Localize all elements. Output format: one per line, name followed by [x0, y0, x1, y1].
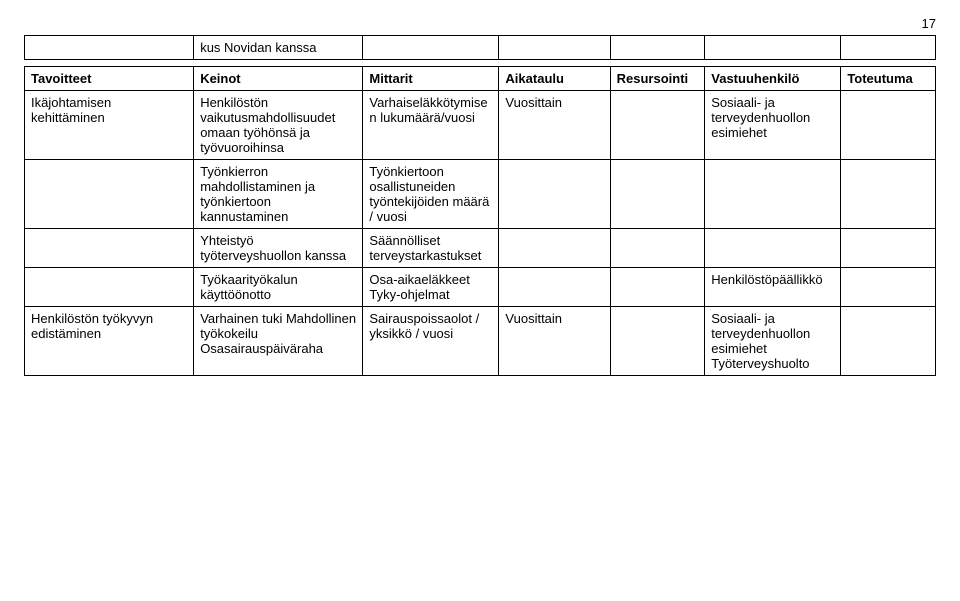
header-cell: Mittarit: [363, 67, 499, 91]
cell: [610, 307, 705, 376]
cell: [705, 229, 841, 268]
cell: [841, 268, 936, 307]
cell: Työkaarityökalun käyttöönotto: [194, 268, 363, 307]
cell: [25, 268, 194, 307]
cell: [841, 160, 936, 229]
cell: [841, 36, 936, 60]
cell: Vuosittain: [499, 91, 610, 160]
cell: [610, 160, 705, 229]
cell: Työnkierron mahdollistaminen ja työnkier…: [194, 160, 363, 229]
cell: kus Novidan kanssa: [194, 36, 363, 60]
cell: Osa-aikaeläkkeet Tyky-ohjelmat: [363, 268, 499, 307]
cell: Henkilöstön työkyvyn edistäminen: [25, 307, 194, 376]
cell: Varhainen tuki Mahdollinen työkokeilu Os…: [194, 307, 363, 376]
cell: [610, 36, 705, 60]
cell: [499, 160, 610, 229]
table-header-row: Tavoitteet Keinot Mittarit Aikataulu Res…: [25, 67, 936, 91]
cell: [705, 160, 841, 229]
cell: [499, 268, 610, 307]
cell: [841, 307, 936, 376]
header-cell: Toteutuma: [841, 67, 936, 91]
cell: Vuosittain: [499, 307, 610, 376]
cell: [610, 229, 705, 268]
header-cell: Aikataulu: [499, 67, 610, 91]
cell: Työnkiertoon osallistuneiden työntekijöi…: [363, 160, 499, 229]
cell: [25, 36, 194, 60]
header-cell: Vastuuhenkilö: [705, 67, 841, 91]
table-row: Ikäjohtamisen kehittäminen Henkilöstön v…: [25, 91, 936, 160]
cell: [499, 229, 610, 268]
cell: Ikäjohtamisen kehittäminen: [25, 91, 194, 160]
table-row: Työkaarityökalun käyttöönotto Osa-aikael…: [25, 268, 936, 307]
cell: Sairauspoissaolot / yksikkö / vuosi: [363, 307, 499, 376]
table-row: Henkilöstön työkyvyn edistäminen Varhain…: [25, 307, 936, 376]
cell: [841, 229, 936, 268]
cell: [610, 268, 705, 307]
cell: [705, 36, 841, 60]
cell: Sosiaali- ja terveydenhuollon esimiehet: [705, 91, 841, 160]
cell: [25, 160, 194, 229]
header-cell: Tavoitteet: [25, 67, 194, 91]
header-cell: Resursointi: [610, 67, 705, 91]
page-number: 17: [24, 16, 936, 31]
cell: Henkilöstön vaikutusmahdollisuudet omaan…: [194, 91, 363, 160]
header-cell: Keinot: [194, 67, 363, 91]
table-2: Tavoitteet Keinot Mittarit Aikataulu Res…: [24, 66, 936, 376]
cell: [25, 229, 194, 268]
cell: Säännölliset terveystarkastukset: [363, 229, 499, 268]
cell: Henkilöstöpäällikkö: [705, 268, 841, 307]
cell: Varhaiseläkkötymisen lukumäärä/vuosi: [363, 91, 499, 160]
cell: [841, 91, 936, 160]
table-row: Yhteistyö työterveyshuollon kanssa Säänn…: [25, 229, 936, 268]
table-row: kus Novidan kanssa: [25, 36, 936, 60]
cell: Yhteistyö työterveyshuollon kanssa: [194, 229, 363, 268]
table-row: Työnkierron mahdollistaminen ja työnkier…: [25, 160, 936, 229]
table-1: kus Novidan kanssa: [24, 35, 936, 60]
cell: [610, 91, 705, 160]
cell: [499, 36, 610, 60]
cell: [363, 36, 499, 60]
cell: Sosiaali- ja terveydenhuollon esimiehet …: [705, 307, 841, 376]
